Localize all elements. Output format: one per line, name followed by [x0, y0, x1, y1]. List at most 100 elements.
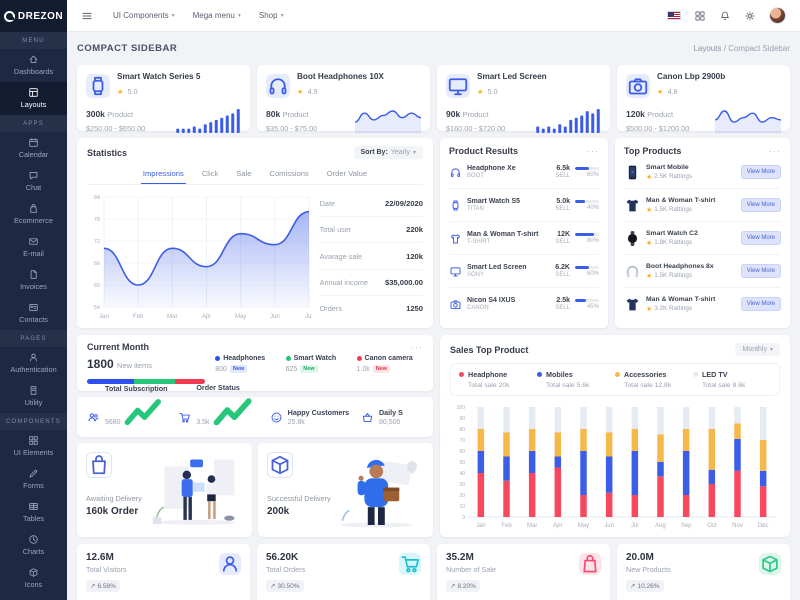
sidebar-item-chat[interactable]: Chat [0, 165, 67, 198]
sort-by-select[interactable]: Sort By: Yearly ▾ [353, 146, 423, 159]
chevron-down-icon: ▾ [769, 347, 773, 353]
camera-icon [449, 298, 462, 311]
svg-text:54: 54 [94, 305, 100, 311]
more-options-icon[interactable]: ··· [769, 145, 781, 156]
sidebar-item-charts[interactable]: Charts [0, 529, 67, 562]
svg-text:Jul: Jul [305, 314, 311, 320]
mini-bar-chart [536, 109, 600, 133]
legend-dot [615, 372, 620, 377]
sidebar-section-pages: PAGES [0, 330, 67, 347]
sidebar-section-menu: MENU [0, 32, 67, 49]
svg-text:Jun: Jun [270, 314, 280, 320]
svg-text:Dec: Dec [758, 523, 769, 529]
tab-sale[interactable]: Sale [236, 169, 252, 178]
sidebar-item-email[interactable]: E-mail [0, 231, 67, 264]
svg-text:20: 20 [459, 493, 465, 499]
bag-icon [579, 553, 601, 575]
middle-row: Current Month ··· 1800 New items [77, 335, 790, 537]
menu-mega-menu[interactable]: Mega menu ▾ [192, 11, 241, 20]
sidebar-item-layouts[interactable]: Layouts [0, 82, 67, 115]
svg-text:Jul: Jul [631, 523, 639, 529]
settings-gear-icon[interactable] [744, 10, 756, 22]
sidebar-section-apps: APPS [0, 115, 67, 132]
svg-text:50: 50 [459, 460, 465, 466]
view-more-button[interactable]: View More [740, 165, 781, 179]
more-options-icon[interactable]: ··· [411, 341, 423, 352]
view-more-button[interactable]: View More [740, 231, 781, 245]
svg-text:Mar: Mar [167, 314, 177, 320]
tab-order-value[interactable]: Order Value [326, 169, 368, 178]
legend-headphones: Headphones 800 New [215, 355, 266, 373]
doc-icon [28, 385, 39, 396]
sidebar-item-forms[interactable]: Forms [0, 463, 67, 496]
mini-line-chart [355, 110, 421, 133]
sidebar-item-dashboards[interactable]: Dashboards [0, 49, 67, 82]
trend-up-icon [213, 394, 270, 451]
sidebar-item-maps[interactable]: Maps [0, 595, 67, 600]
layout-icon [28, 87, 39, 98]
product-thumbnail [624, 230, 641, 247]
svg-text:Jan: Jan [99, 314, 109, 320]
sidebar-item-ecommerce[interactable]: Ecommerce [0, 198, 67, 231]
product-cards-row: Smart Watch Series 5 ★ 5.0 300k Product … [77, 65, 790, 133]
sidebar-item-authentication[interactable]: Authentication [0, 347, 67, 380]
sidebar-item-ui-elements[interactable]: UI Elements [0, 430, 67, 463]
language-flag-us[interactable] [667, 11, 681, 20]
svg-text:0: 0 [462, 515, 465, 521]
svg-text:100: 100 [457, 405, 466, 411]
sidebar-item-contacts[interactable]: Contacts [0, 297, 67, 330]
tab-impressions[interactable]: Impressions [140, 165, 186, 184]
period-select[interactable]: Monthly ▾ [735, 343, 780, 356]
breadcrumb: Layouts / Compact Sidebar [693, 43, 790, 53]
grid-icon [28, 435, 39, 446]
legend-canon-camera: Canon camera 1.0k New [356, 355, 413, 373]
svg-text:Jan: Jan [476, 523, 486, 529]
top-product-row: Smart Watch C2 ★ 1.8K Rattings View More [624, 222, 781, 255]
brand-logo-icon [3, 10, 15, 22]
svg-text:78: 78 [94, 217, 100, 223]
notifications-bell-icon[interactable] [719, 10, 731, 22]
sidebar-item-calendar[interactable]: Calendar [0, 132, 67, 165]
more-options-icon[interactable]: ··· [587, 145, 599, 156]
watch-icon [86, 73, 110, 98]
view-more-button[interactable]: View More [740, 297, 781, 311]
svg-text:Mar: Mar [527, 523, 537, 529]
analytics-row: Statistics Sort By: Yearly ▾ Impressions… [77, 138, 790, 328]
sidebar-item-utility[interactable]: Utility [0, 380, 67, 413]
product-card-smart-watch: Smart Watch Series 5 ★ 5.0 300k Product … [77, 65, 250, 133]
tab-click[interactable]: Click [201, 169, 219, 178]
menu-ui-components[interactable]: UI Components ▾ [113, 11, 175, 20]
chat-icon [28, 170, 39, 181]
product-price-range: $500.00 - $1200.00 [626, 124, 690, 133]
view-more-button[interactable]: View More [740, 198, 781, 212]
svg-text:Nov: Nov [732, 523, 743, 529]
svg-text:Oct: Oct [707, 523, 717, 529]
legend-mobiles: Mobiles Total sale 5.6k [537, 370, 615, 389]
box-icon [759, 553, 781, 575]
menu-shop[interactable]: Shop ▾ [258, 11, 284, 20]
sidebar-item-invoices[interactable]: Invoices [0, 264, 67, 297]
product-card-led-screen: Smart Led Screen ★ 5.0 90k Product $160.… [437, 65, 610, 133]
brand-logo[interactable]: DREZON [0, 0, 67, 32]
product-rating: 5.0 [127, 89, 138, 96]
chevron-down-icon: ▾ [171, 13, 175, 19]
view-more-button[interactable]: View More [740, 264, 781, 278]
mini-line-chart [715, 110, 781, 133]
star-icon: ★ [646, 206, 653, 214]
sidebar-item-icons[interactable]: Icons [0, 562, 67, 595]
tab-comissions[interactable]: Comissions [269, 169, 309, 178]
svg-text:80: 80 [459, 427, 465, 433]
apps-grid-icon[interactable] [694, 10, 706, 22]
sidebar-item-tables[interactable]: Tables [0, 496, 67, 529]
product-results-card: Product Results ··· Headphone Xe BOOT 6.5… [440, 138, 608, 328]
breadcrumb-parent[interactable]: Layouts [693, 43, 722, 53]
user-avatar[interactable] [769, 7, 786, 24]
menu-toggle-icon[interactable] [81, 10, 93, 22]
chevron-down-icon: ▾ [412, 150, 416, 156]
change-badge: ↗ 30.50% [266, 580, 304, 592]
statistics-summary: Date 22/09/2020 Total user 220k Avarage sa… [319, 191, 423, 321]
product-thumbnail [624, 296, 641, 313]
svg-text:84: 84 [94, 195, 100, 201]
product-result-row: Smart Watch S5 TITAN 5.0k SELL 40% [449, 189, 599, 222]
topbar: UI Components ▾ Mega menu ▾ Shop ▾ [67, 0, 800, 32]
